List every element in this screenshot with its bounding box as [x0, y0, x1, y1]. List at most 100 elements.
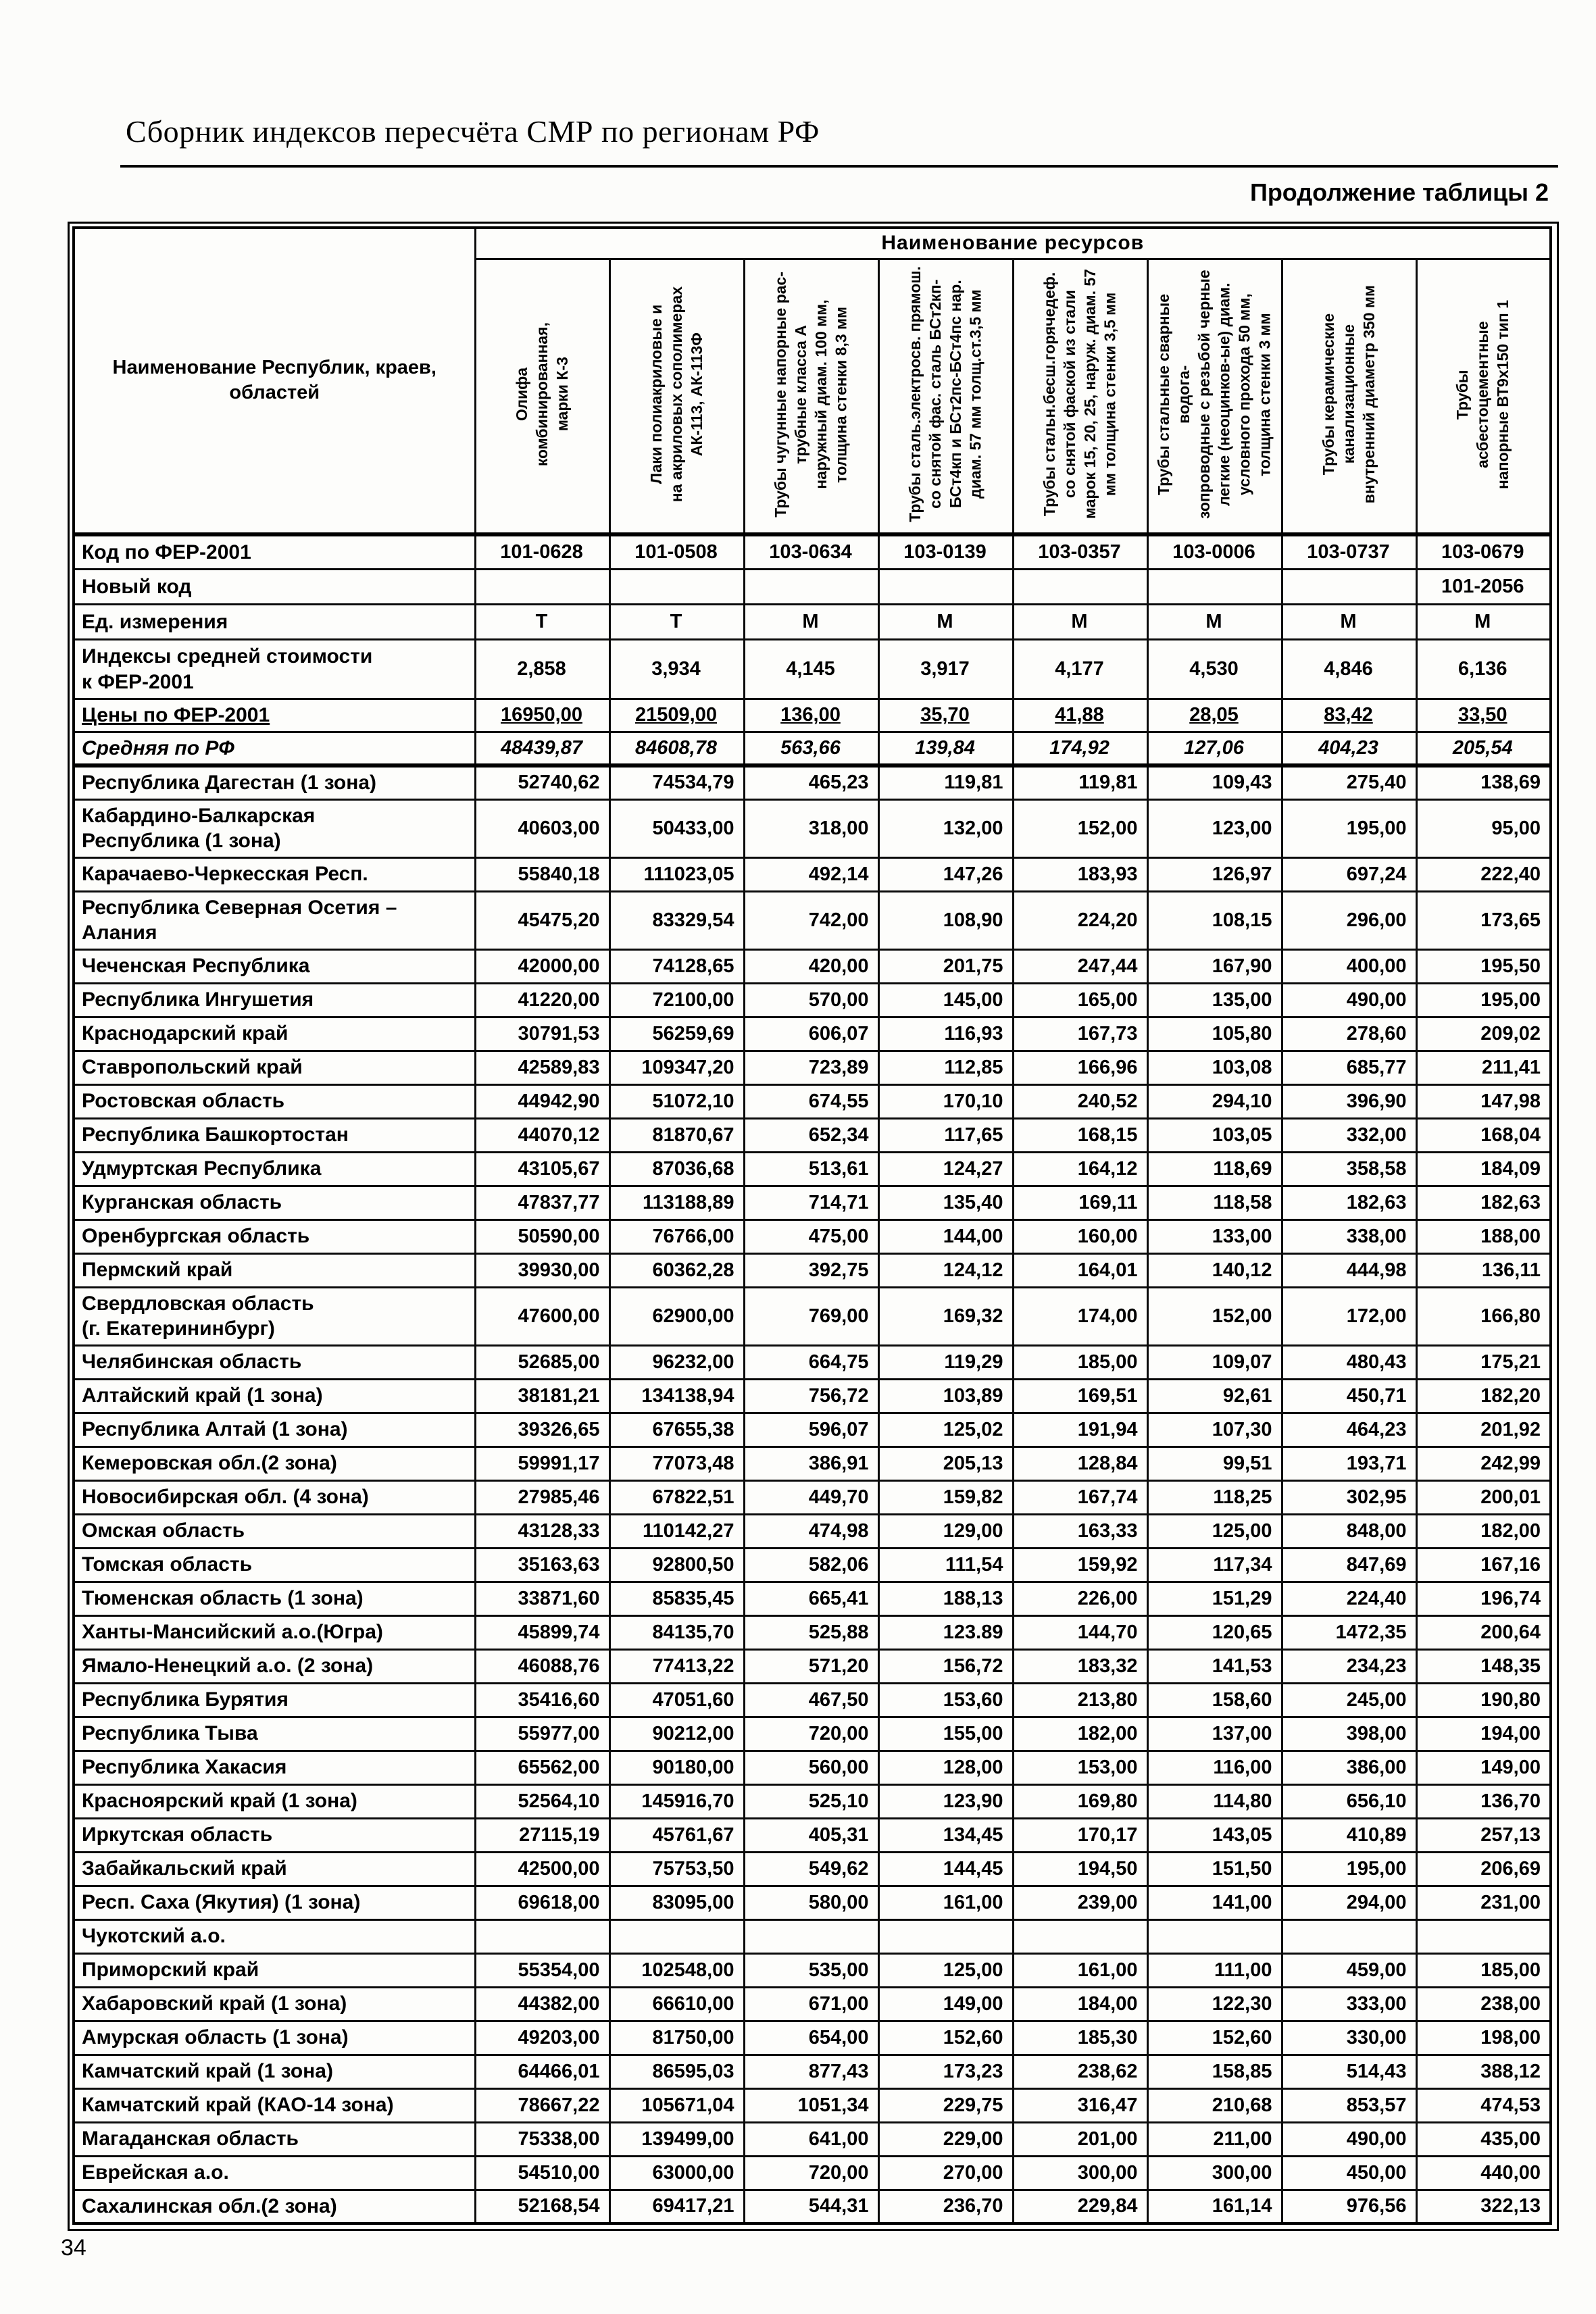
value-cell: 123,90 — [877, 1783, 1014, 1819]
page-number: 34 — [61, 2235, 86, 2261]
value-cell: 149,00 — [877, 1986, 1014, 2022]
value-cell: 185,00 — [1012, 1344, 1149, 1380]
value-cell: 229,84 — [1012, 2188, 1149, 2225]
value-cell: 67655,38 — [608, 1411, 745, 1448]
value-cell: 160,00 — [1012, 1218, 1149, 1255]
region-row: Хабаровский край (1 зона) 44382,00 66610,0… — [72, 1986, 1552, 2022]
value-cell: 128,84 — [1012, 1445, 1149, 1482]
region-column-header: Наименование Республик, краев, областей — [72, 226, 476, 535]
region-name: Республика Хакасия — [72, 1749, 476, 1786]
value-cell: 158,60 — [1146, 1682, 1283, 1718]
value-cell: 49203,00 — [474, 2019, 611, 2056]
resource-column-header: Трубы асбестоцементные напорные ВТ9х150 … — [1415, 257, 1552, 535]
row-label: Код по ФЕР-2001 — [72, 532, 476, 570]
value-cell: 55354,00 — [474, 1952, 611, 1988]
region-row: Приморский край 55354,00 102548,00 535,00 12… — [72, 1952, 1552, 1988]
value-cell: 117,34 — [1146, 1546, 1283, 1583]
value-cell: 128,00 — [877, 1749, 1014, 1786]
value-cell: 56259,69 — [608, 1015, 745, 1052]
value-cell: 84135,70 — [608, 1614, 745, 1651]
value-cell: 118,25 — [1146, 1479, 1283, 1515]
value-cell: 167,16 — [1415, 1546, 1552, 1583]
resources-group-row: Наименование Республик, краев, областей … — [72, 226, 1552, 535]
value-cell: 338,00 — [1280, 1218, 1418, 1255]
value-cell: 144,45 — [877, 1851, 1014, 1887]
value-cell: 571,20 — [743, 1648, 880, 1684]
value-cell: 40603,00 — [474, 798, 611, 859]
value-cell: 67822,51 — [608, 1479, 745, 1515]
value-cell: 125,00 — [1146, 1513, 1283, 1549]
region-name: Карачаево-Черкесская Респ. — [72, 856, 476, 892]
region-row: Пермский край 39930,00 60362,28 392,75 124,1… — [72, 1252, 1552, 1288]
value-cell: 195,00 — [1415, 982, 1552, 1018]
region-name: Челябинская область — [72, 1344, 476, 1380]
value-cell: 132,00 — [877, 798, 1014, 859]
value-cell: 95,00 — [1415, 798, 1552, 859]
value-cell: 39930,00 — [474, 1252, 611, 1288]
value-cell: 400,00 — [1280, 948, 1418, 984]
region-row: Республика Хакасия 65562,00 90180,00 560,00… — [72, 1749, 1552, 1786]
value-cell: 714,71 — [743, 1184, 880, 1221]
value-cell: 136,00 — [743, 698, 880, 733]
region-row: Магаданская область 75338,00 139499,00 641,… — [72, 2121, 1552, 2157]
value-cell: 113188,89 — [608, 1184, 745, 1221]
value-cell: 161,00 — [1012, 1952, 1149, 1988]
value-cell: 42589,83 — [474, 1049, 611, 1086]
value-cell: 182,63 — [1280, 1184, 1418, 1221]
value-cell: 139499,00 — [608, 2121, 745, 2157]
value-cell: 196,74 — [1415, 1580, 1552, 1617]
value-cell: 332,00 — [1280, 1117, 1418, 1153]
value-cell: 55840,18 — [474, 856, 611, 892]
value-cell: 52740,62 — [474, 764, 611, 801]
value-cell — [608, 568, 745, 605]
value-cell: 242,99 — [1415, 1445, 1552, 1482]
value-cell: 166,80 — [1415, 1286, 1552, 1347]
value-cell: 239,00 — [1012, 1884, 1149, 1921]
value-cell: 109,43 — [1146, 764, 1283, 801]
region-name: Омская область — [72, 1513, 476, 1549]
value-cell: 656,10 — [1280, 1783, 1418, 1819]
region-row: Краснодарский край 30791,53 56259,69 606,07… — [72, 1015, 1552, 1052]
region-name: Ханты-Мансийский а.о.(Югра) — [72, 1614, 476, 1651]
value-cell: 769,00 — [743, 1286, 880, 1347]
value-cell — [877, 568, 1014, 605]
value-cell: 278,60 — [1280, 1015, 1418, 1052]
value-cell: 514,43 — [1280, 2053, 1418, 2090]
region-row: Камчатский край (КАО-14 зона) 78667,22 105… — [72, 2087, 1552, 2123]
value-cell: 4,846 — [1280, 638, 1418, 700]
meta-row: Код по ФЕР-2001 101-0628 101-0508 103-0634 1… — [72, 532, 1552, 570]
meta-row: Средняя по РФ 48439,87 84608,78 563,66 139,8… — [72, 730, 1552, 768]
value-cell: 330,00 — [1280, 2019, 1418, 2056]
value-cell: 45761,67 — [608, 1817, 745, 1853]
value-cell: 182,00 — [1012, 1715, 1149, 1752]
value-cell: 169,80 — [1012, 1783, 1149, 1819]
value-cell: М — [1012, 603, 1149, 640]
resource-column-header: Трубы чугунные напорные рас- трубные кла… — [743, 257, 880, 535]
value-cell: 103-0006 — [1146, 532, 1283, 570]
row-label: Цены по ФЕР-2001 — [72, 698, 476, 733]
value-cell: 54510,00 — [474, 2155, 611, 2191]
value-cell: 322,13 — [1415, 2188, 1552, 2225]
value-cell: 143,05 — [1146, 1817, 1283, 1853]
value-cell: 188,13 — [877, 1580, 1014, 1617]
value-cell: 107,30 — [1146, 1411, 1283, 1448]
value-cell: 76766,00 — [608, 1218, 745, 1255]
value-cell: 140,12 — [1146, 1252, 1283, 1288]
value-cell: 161,00 — [877, 1884, 1014, 1921]
value-cell: 64466,01 — [474, 2053, 611, 2090]
value-cell: 16950,00 — [474, 698, 611, 733]
value-cell: 245,00 — [1280, 1682, 1418, 1718]
region-row: Республика Дагестан (1 зона) 52740,62 7453… — [72, 764, 1552, 801]
value-cell: 103-0679 — [1415, 532, 1552, 570]
value-cell: 201,00 — [1012, 2121, 1149, 2157]
value-cell: 240,52 — [1012, 1083, 1149, 1120]
value-cell: 44942,90 — [474, 1083, 611, 1120]
value-cell: 27115,19 — [474, 1817, 611, 1853]
value-cell: 44382,00 — [474, 1986, 611, 2022]
value-cell: 60362,28 — [608, 1252, 745, 1288]
value-cell: 172,00 — [1280, 1286, 1418, 1347]
region-name: Ямало-Ненецкий а.о. (2 зона) — [72, 1648, 476, 1684]
indices-table: Наименование Республик, краев, областей … — [72, 226, 1552, 2225]
value-cell: 480,43 — [1280, 1344, 1418, 1380]
value-cell: 159,92 — [1012, 1546, 1149, 1583]
